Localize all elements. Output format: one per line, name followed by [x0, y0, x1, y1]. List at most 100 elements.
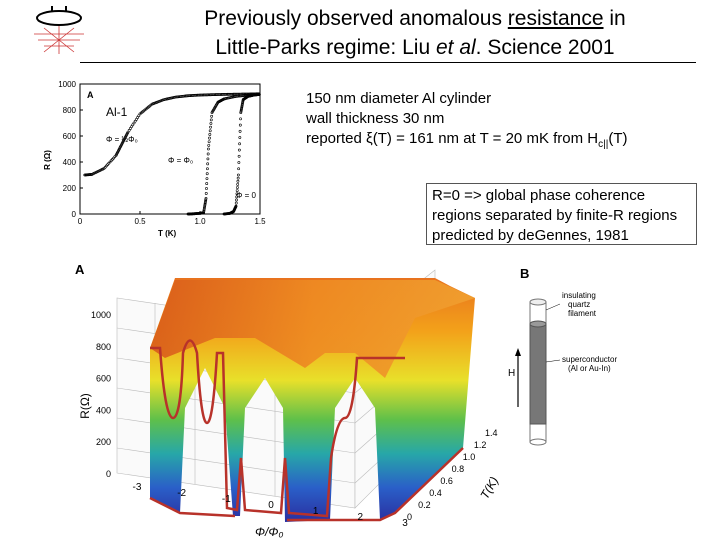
note-diameter: 150 nm diameter Al cylinder	[306, 90, 492, 107]
rt-x-tick: 1.0	[194, 217, 206, 226]
surface-x-tick: 3	[402, 518, 408, 529]
rt-curve-label-half: Φ = ½Φ₀	[106, 135, 138, 144]
rt-point-s0	[167, 97, 171, 100]
surface-z-tick: 0.2	[418, 500, 431, 510]
surface-edge-trace	[149, 339, 464, 522]
rt-point-s2	[236, 186, 239, 189]
rt-point-s2	[240, 104, 244, 108]
surface-xlabel: Φ/Φ₀	[255, 525, 283, 539]
rt-point-s2	[241, 100, 245, 104]
rt-y-tick: 1000	[58, 80, 76, 89]
rt-frame	[79, 83, 261, 215]
title-underlined-word: resistance	[507, 7, 604, 30]
diagram-panel-label: B	[520, 266, 529, 281]
rt-sample-label: Al-1	[106, 105, 128, 119]
surface-plot: -3-2-101230200400600800100000.20.40.60.8…	[75, 262, 501, 539]
rt-point-s1	[227, 96, 231, 100]
cylinder-diagram: B H insulating quartz filament supercond…	[508, 266, 617, 446]
rt-point-s2	[236, 182, 240, 186]
rt-point-s1	[223, 97, 227, 101]
rt-point-s1	[206, 157, 210, 161]
rt-point-s1	[229, 95, 233, 99]
rt-point-s1	[208, 129, 212, 133]
rt-point-s2	[238, 129, 242, 133]
shell-label-2: (Al or Au-In)	[568, 364, 611, 373]
surface-z-tick: 0	[407, 512, 412, 522]
rt-point-s2	[237, 161, 241, 164]
rt-point-s2	[257, 93, 261, 96]
rt-point-s2	[236, 173, 240, 177]
note-xi: reported ξ(T) = 161 nm at T = 20 mK from…	[306, 130, 628, 150]
rt-point-s0	[169, 96, 173, 100]
rt-point-s2	[241, 102, 244, 105]
rt-point-s2	[238, 136, 242, 139]
rt-ylabel: R (Ω)	[43, 150, 52, 170]
rt-point-s2	[234, 204, 238, 208]
rt-point-s0	[170, 96, 174, 100]
rt-point-s1	[232, 95, 236, 99]
rt-plot: 0 0.5 1.0 1.5 0 200 400 600 800 1000 A Al-1 Φ = ½…	[43, 80, 266, 238]
shell-label-1: superconductor	[562, 355, 617, 364]
rt-xlabel: T (K)	[158, 229, 177, 238]
rt-point-s2	[236, 179, 240, 183]
rt-point-s2	[236, 176, 240, 180]
surface-z-tick: 1.0	[463, 452, 476, 462]
rt-point-s1	[205, 187, 208, 190]
rt-point-s2	[235, 189, 239, 193]
surface-z-tick: 1.2	[474, 440, 487, 450]
rt-point-s0	[166, 97, 170, 101]
surface-z-tick: 0.6	[440, 476, 453, 486]
surface-zlabel: T(K)	[477, 474, 501, 501]
rt-point-s1	[204, 192, 208, 195]
rt-point-s1	[206, 167, 209, 171]
coherence-callout: R=0 => global phase coherence regions se…	[426, 183, 697, 245]
rt-x-tick: 0	[78, 217, 83, 226]
university-logo	[34, 6, 84, 54]
rt-point-s1	[208, 136, 211, 140]
rt-point-s0	[168, 96, 172, 100]
rt-point-s1	[203, 204, 207, 207]
rt-point-s1	[206, 152, 210, 156]
rt-point-s1	[224, 97, 228, 100]
surface-ylabel: R(Ω)	[78, 393, 92, 419]
rt-point-s1	[205, 172, 209, 176]
rt-point-s1	[204, 198, 208, 202]
rt-y-tick: 400	[63, 158, 77, 167]
rt-point-s2	[235, 198, 238, 202]
title-rule	[80, 62, 696, 63]
note-wall: wall thickness 30 nm	[306, 110, 445, 127]
rt-point-s1	[206, 162, 210, 166]
superconductor-shell	[529, 320, 547, 425]
rt-point-s1	[210, 114, 214, 118]
rt-point-s0	[162, 98, 166, 102]
filament-label-2: quartz	[568, 300, 590, 309]
rt-point-s1	[209, 125, 212, 129]
rt-point-s1	[222, 97, 226, 101]
rt-point-s2	[238, 123, 242, 127]
rt-point-s1	[226, 96, 230, 100]
rt-point-s2	[240, 106, 244, 109]
rt-x-tick: 1.5	[254, 217, 266, 226]
rt-point-s1	[203, 201, 207, 205]
rt-point-s1	[207, 143, 211, 147]
rt-y-tick: 800	[63, 106, 77, 115]
rt-point-s0	[163, 97, 167, 101]
rt-point-s2	[238, 142, 242, 146]
rt-point-s2	[239, 108, 243, 112]
rt-point-s2	[239, 117, 242, 121]
rt-point-s2	[240, 103, 244, 107]
rt-point-s2	[235, 192, 239, 196]
rt-point-s1	[203, 205, 206, 209]
surface-z-tick: 0.8	[452, 464, 465, 474]
title-italic: et al	[435, 36, 476, 59]
surface-panel-label: A	[75, 262, 85, 277]
rt-curve-label-one: Φ = Φ₀	[168, 156, 193, 165]
surface-y-tick: 0	[106, 469, 111, 479]
surface-y-tick: 1000	[91, 310, 111, 320]
rt-point-s1	[209, 118, 213, 122]
rt-point-s1	[206, 147, 210, 151]
rt-point-s0	[165, 97, 168, 101]
rt-y-tick: 0	[72, 210, 77, 219]
surface-x-tick: -1	[222, 494, 231, 505]
rt-point-s2	[234, 201, 238, 205]
